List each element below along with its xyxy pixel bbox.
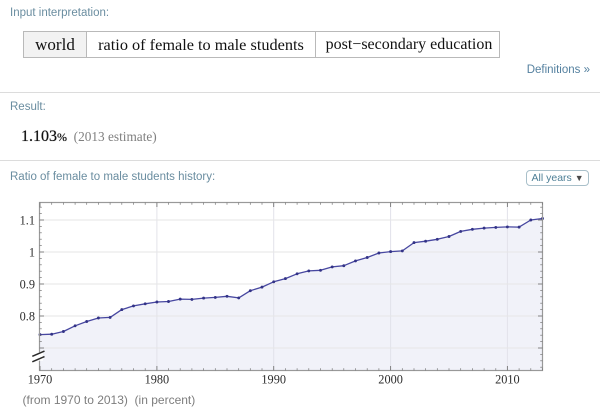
svg-text:2000: 2000 [378,372,403,386]
svg-text:2010: 2010 [495,372,520,386]
svg-text:1: 1 [29,246,35,260]
svg-text:1980: 1980 [145,372,170,386]
svg-text:1990: 1990 [261,372,286,386]
svg-text:1970: 1970 [28,372,53,386]
svg-text:0.8: 0.8 [20,310,35,324]
svg-text:0.9: 0.9 [20,278,35,292]
svg-text:1.1: 1.1 [20,214,35,228]
